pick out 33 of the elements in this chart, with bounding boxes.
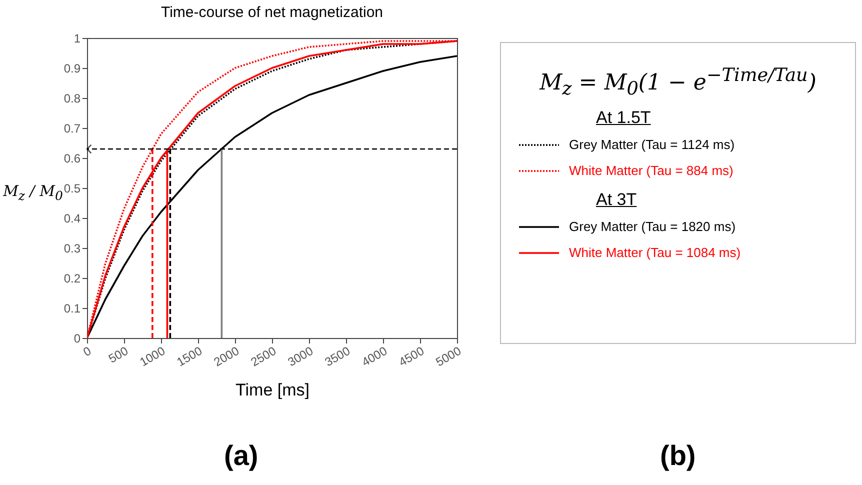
y-tick-label: 0 [74,332,81,346]
x-tick-label: 1500 [174,344,205,370]
y-tick-label: 0.2 [64,272,81,286]
x-tick-label: 3000 [285,344,316,370]
y-tick-label: 0.1 [64,302,81,316]
x-tick-label: 5000 [433,344,464,370]
y-tick-label: 0.6 [64,152,81,166]
y-tick-label: 1 [74,32,81,46]
x-tick-label: 2000 [211,344,242,370]
text: At 3T [596,190,638,210]
legend-label: White Matter (Tau = 884 ms) [569,163,734,178]
y-tick-label: 0.5 [64,182,81,196]
y-tick-label: 0.7 [64,122,81,136]
y-tick-label: 0.3 [64,242,81,256]
legend-label: Grey Matter (Tau = 1124 ms) [569,137,735,152]
x-tick-label: 3500 [322,344,353,370]
y-tick-label: 0.8 [64,92,81,106]
x-tick-label: 500 [106,344,131,366]
legend-label: Grey Matter (Tau = 1820 ms) [569,219,736,234]
legend-label: White Matter (Tau = 1084 ms) [569,245,741,260]
x-tick-label: 1000 [137,344,168,370]
x-tick-label: 4500 [396,344,427,370]
text: M$_{z}$ = M$_{0}$(1 − e$^{−Time/Tau}$) [538,65,818,100]
text: (b) [660,440,696,472]
text: (a) [224,440,258,472]
chart-title: Time-course of net magnetization [160,4,384,21]
y-axis-title: M$_{z}$ / M$_{0}$ [2,182,64,203]
x-axis-title: Time [ms] [236,380,310,400]
x-tick-label: 4000 [359,344,390,370]
y-tick-label: 0.9 [64,62,81,76]
text: At 1.5T [596,108,652,128]
x-tick-label: 2500 [248,344,279,370]
y-tick-label: 0.4 [64,212,81,226]
